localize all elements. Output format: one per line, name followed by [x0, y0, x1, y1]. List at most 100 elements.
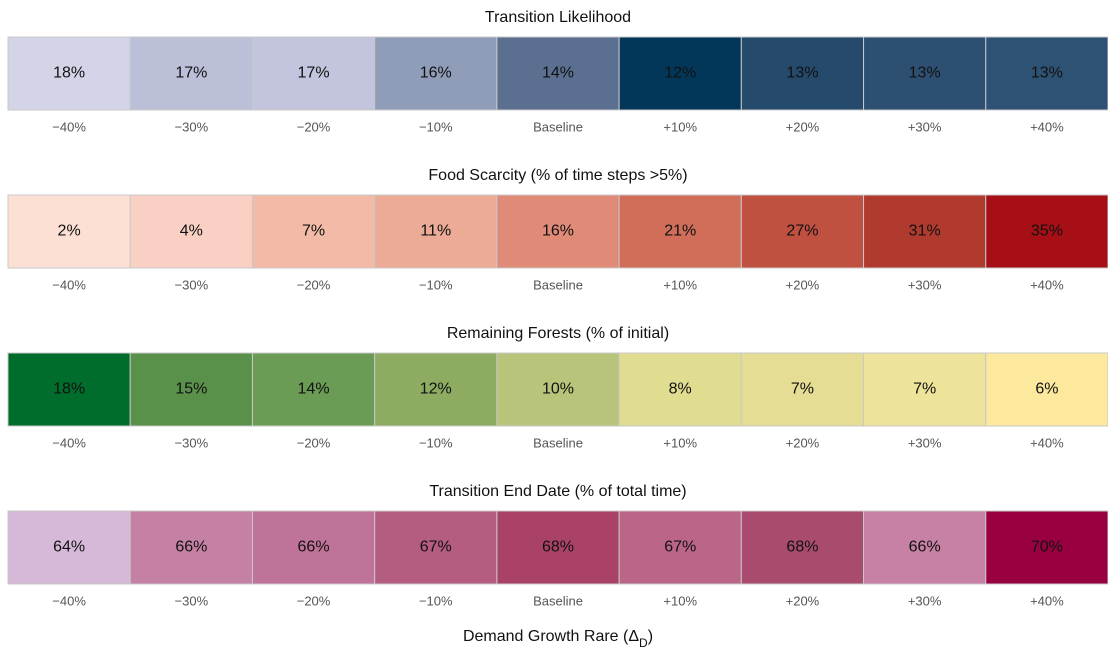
- x-tick-label: Baseline: [533, 593, 583, 608]
- x-tick-label: +10%: [663, 277, 697, 292]
- x-tick-label: −40%: [52, 435, 86, 450]
- cell-value-label: 15%: [175, 381, 207, 398]
- x-tick-label: +40%: [1030, 435, 1064, 450]
- x-tick-label: −20%: [297, 277, 331, 292]
- x-tick-label: +10%: [663, 593, 697, 608]
- cell-value-label: 27%: [786, 223, 818, 240]
- cell-value-label: 6%: [1035, 381, 1058, 398]
- cell-value-label: 18%: [53, 381, 85, 398]
- panel-title: Food Scarcity (% of time steps >5%): [428, 167, 687, 184]
- cell-value-label: 7%: [791, 381, 814, 398]
- cell-value-label: 68%: [542, 539, 574, 556]
- cell-value-label: 16%: [542, 223, 574, 240]
- heatmap-cell: [374, 510, 498, 585]
- x-tick-label: −20%: [297, 593, 331, 608]
- x-tick-label: +30%: [908, 277, 942, 292]
- heatmap-cell: [496, 36, 620, 111]
- x-axis-label-end: ): [648, 628, 653, 645]
- x-tick-label: +20%: [786, 277, 820, 292]
- cell-value-label: 17%: [298, 65, 330, 82]
- heatmap-cell: [374, 194, 498, 269]
- cell-value-label: 18%: [53, 65, 85, 82]
- cell-value-label: 21%: [664, 223, 696, 240]
- x-tick-label: +10%: [663, 119, 697, 134]
- x-tick-label: +40%: [1030, 277, 1064, 292]
- cell-value-label: 8%: [669, 381, 692, 398]
- x-tick-label: +30%: [908, 435, 942, 450]
- cell-value-label: 13%: [1031, 65, 1063, 82]
- x-tick-label: +20%: [786, 593, 820, 608]
- heatmap-cell: [740, 352, 865, 427]
- x-tick-label: +30%: [908, 119, 942, 134]
- panel-title: Remaining Forests (% of initial): [447, 325, 669, 342]
- heatmap-cell: [7, 36, 131, 111]
- cell-value-label: 13%: [909, 65, 941, 82]
- cell-value-label: 14%: [542, 65, 574, 82]
- x-tick-label: −40%: [52, 119, 86, 134]
- x-tick-label: −10%: [419, 435, 453, 450]
- heatmap-cell: [863, 194, 987, 269]
- heatmap-cell: [863, 36, 987, 111]
- heatmap-cell: [7, 194, 131, 269]
- cell-value-label: 12%: [664, 65, 696, 82]
- heatmap-cell: [618, 36, 742, 111]
- heatmap-cell: [496, 194, 620, 269]
- heatmap-cell: [740, 194, 865, 269]
- heatmap-cell: [985, 352, 1108, 427]
- x-tick-label: −20%: [297, 119, 331, 134]
- cell-value-label: 14%: [298, 381, 330, 398]
- heatmap-cell: [985, 510, 1108, 585]
- cell-value-label: 64%: [53, 539, 85, 556]
- x-tick-label: −40%: [52, 593, 86, 608]
- heatmap-cell: [374, 352, 498, 427]
- cell-value-label: 7%: [302, 223, 325, 240]
- heatmap-cell: [985, 36, 1108, 111]
- cell-value-label: 31%: [909, 223, 941, 240]
- x-tick-label: −30%: [175, 435, 209, 450]
- x-tick-label: +20%: [786, 119, 820, 134]
- heatmap-cell: [7, 510, 131, 585]
- heatmap-cell: [863, 510, 987, 585]
- cell-value-label: 7%: [913, 381, 936, 398]
- heatmap-cell: [740, 510, 865, 585]
- x-tick-label: −10%: [419, 593, 453, 608]
- heatmap-cell: [251, 36, 376, 111]
- x-tick-label: −30%: [175, 119, 209, 134]
- x-tick-label: +40%: [1030, 593, 1064, 608]
- cell-value-label: 66%: [298, 539, 330, 556]
- x-tick-label: −30%: [175, 593, 209, 608]
- x-axis-label: Demand Growth Rare (ΔD): [463, 628, 653, 650]
- heatmap-cell: [496, 352, 620, 427]
- x-tick-label: −10%: [419, 277, 453, 292]
- cell-value-label: 13%: [786, 65, 818, 82]
- cell-value-label: 68%: [786, 539, 818, 556]
- x-tick-label: Baseline: [533, 119, 583, 134]
- cell-value-label: 67%: [420, 539, 452, 556]
- heatmap-cell: [251, 194, 376, 269]
- cell-value-label: 16%: [420, 65, 452, 82]
- panel-title: Transition Likelihood: [485, 9, 631, 26]
- cell-value-label: 35%: [1031, 223, 1063, 240]
- heatmap-cell: [985, 194, 1108, 269]
- cell-value-label: 70%: [1031, 539, 1063, 556]
- heatmap-cell: [7, 352, 131, 427]
- heatmap-cell: [129, 510, 253, 585]
- x-tick-label: −20%: [297, 435, 331, 450]
- panel-title: Transition End Date (% of total time): [429, 483, 686, 500]
- x-tick-label: Baseline: [533, 277, 583, 292]
- cell-value-label: 66%: [909, 539, 941, 556]
- x-tick-label: −40%: [52, 277, 86, 292]
- cell-value-label: 17%: [175, 65, 207, 82]
- cell-value-label: 4%: [180, 223, 203, 240]
- x-axis-label-subscript: D: [639, 636, 648, 650]
- x-tick-label: +40%: [1030, 119, 1064, 134]
- cell-value-label: 2%: [58, 223, 81, 240]
- heatmap-cell: [618, 194, 742, 269]
- x-tick-label: Baseline: [533, 435, 583, 450]
- heatmap-cell: [251, 352, 376, 427]
- x-axis-label-main: Demand Growth Rare (Δ: [463, 628, 639, 645]
- x-tick-label: +30%: [908, 593, 942, 608]
- heatmap-cell: [374, 36, 498, 111]
